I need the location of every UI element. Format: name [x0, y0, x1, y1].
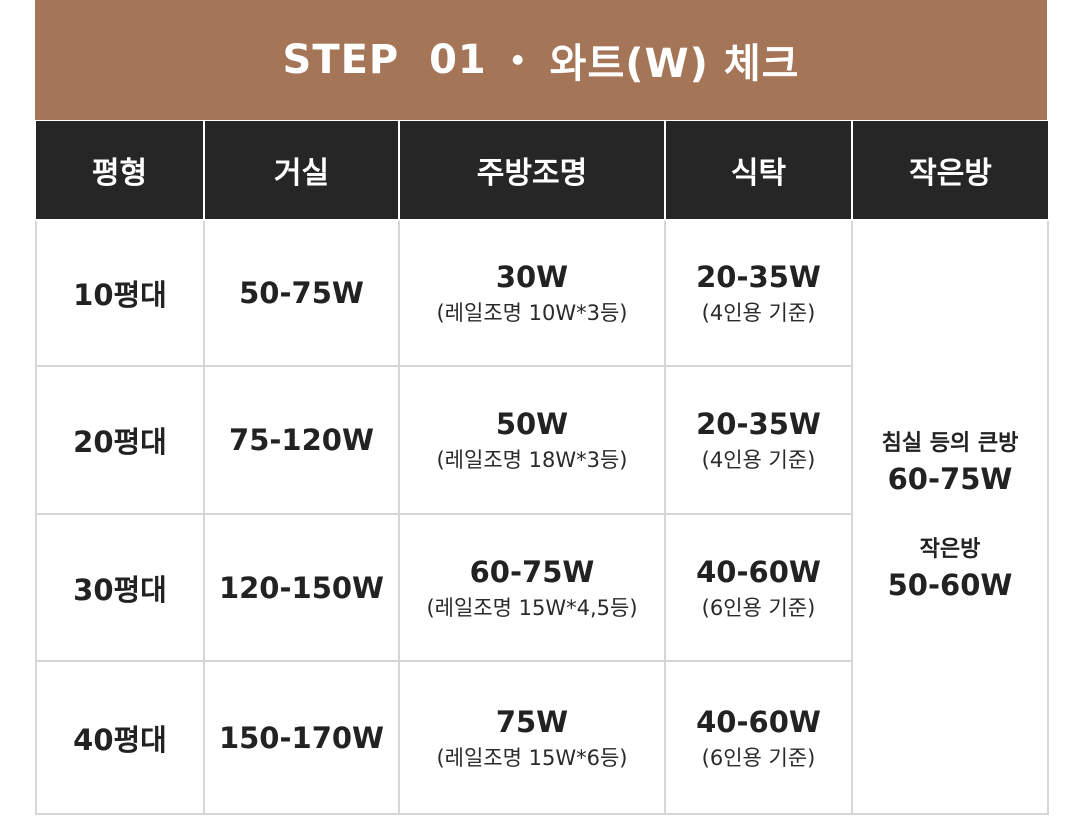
dining-note: (6인용 기준): [701, 745, 816, 770]
header-living: 거실: [203, 121, 400, 221]
step-title: 와트(W) 체크: [549, 41, 800, 87]
dining-cell: 40-60W (6인용 기준): [664, 513, 853, 662]
header-size: 평형: [36, 121, 205, 221]
table-row: 10평대 50-75W 30W (레일조명 10W*3등) 20-35W (4인…: [35, 219, 1049, 815]
kitchen-note: (레일조명 10W*3등): [436, 301, 628, 325]
bullet-dot: •: [508, 43, 528, 77]
kitchen-cell: 75W (레일조명 15W*6등): [398, 660, 666, 815]
dining-value: 40-60W: [696, 704, 821, 739]
table-header-row: 평형 거실 주방조명 식탁 작은방: [36, 121, 1048, 221]
small-room-label: 작은방: [919, 537, 981, 562]
table-row: 20평대 75-120W 50W (레일조명 18W*3등) 20-35W (4…: [35, 365, 1048, 515]
size-cell: 20평대: [35, 365, 205, 515]
living-cell: 50-75W: [203, 219, 400, 367]
table-row: 30평대 120-150W 60-75W (레일조명 15W*4,5등) 40-…: [35, 513, 1048, 662]
dining-cell: 40-60W (6인용 기준): [664, 660, 853, 815]
size-cell: 40평대: [35, 660, 205, 815]
dining-value: 40-60W: [696, 554, 821, 589]
kitchen-note: (레일조명 15W*6등): [436, 745, 628, 770]
living-cell: 75-120W: [203, 365, 400, 515]
small-room-value: 50-60W: [887, 568, 1013, 602]
dining-note: (4인용 기준): [701, 301, 816, 325]
dining-value: 20-35W: [696, 407, 821, 441]
small-room-cell: 침실 등의 큰방 60-75W 작은방 50-60W: [851, 219, 1049, 815]
kitchen-value: 30W: [495, 260, 569, 294]
kitchen-note: (레일조명 18W*3등): [436, 448, 628, 472]
kitchen-note: (레일조명 15W*4,5등): [426, 595, 638, 620]
header-kitchen: 주방조명: [398, 121, 666, 221]
large-room-value: 60-75W: [887, 462, 1013, 496]
wattage-table: 평형 거실 주방조명 식탁 작은방 10평대 50-75W 30W (레일조명 …: [35, 121, 1049, 815]
dining-cell: 20-35W (4인용 기준): [664, 219, 853, 367]
step-number: STEP 01: [282, 37, 487, 83]
kitchen-cell: 30W (레일조명 10W*3등): [398, 219, 666, 367]
kitchen-value: 75W: [495, 704, 569, 739]
header-dining: 식탁: [664, 121, 853, 221]
table-row: 40평대 150-170W 75W (레일조명 15W*6등) 40-60W (…: [35, 660, 1048, 815]
header-small-room: 작은방: [851, 121, 1048, 221]
size-cell: 30평대: [35, 513, 205, 662]
dining-value: 20-35W: [696, 260, 821, 294]
step-banner: STEP 01 • 와트(W) 체크: [35, 0, 1047, 120]
living-cell: 150-170W: [203, 660, 400, 815]
size-cell: 10평대: [35, 219, 205, 367]
kitchen-cell: 50W (레일조명 18W*3등): [398, 365, 666, 515]
kitchen-value: 60-75W: [469, 554, 595, 589]
dining-cell: 20-35W (4인용 기준): [664, 365, 853, 515]
large-room-label: 침실 등의 큰방: [881, 431, 1019, 456]
kitchen-cell: 60-75W (레일조명 15W*4,5등): [398, 513, 666, 662]
dining-note: (4인용 기준): [701, 448, 816, 472]
kitchen-value: 50W: [495, 407, 569, 441]
dining-note: (6인용 기준): [701, 595, 816, 620]
living-cell: 120-150W: [203, 513, 400, 662]
